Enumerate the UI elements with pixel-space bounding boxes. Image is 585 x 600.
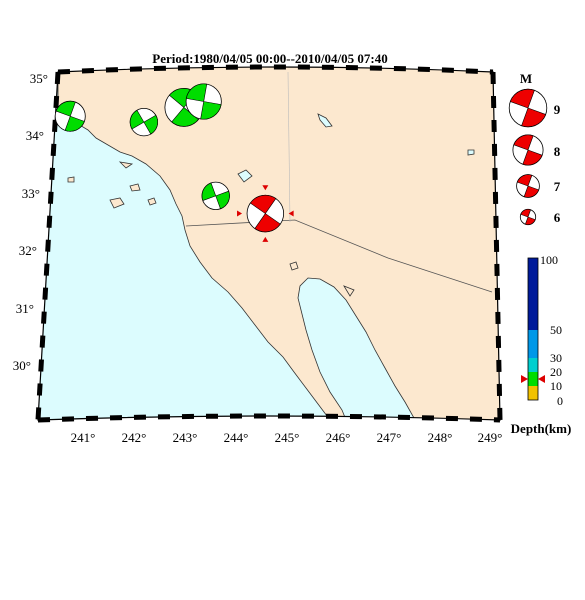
lon-tick: 243° <box>173 430 198 445</box>
island <box>343 285 355 297</box>
island <box>129 183 141 192</box>
lon-tick: 241° <box>71 430 96 445</box>
lat-tick: 30° <box>13 358 31 373</box>
lat-axis: 35° 34° 33° 32° 31° 30° <box>13 71 48 373</box>
focal-mechanisms <box>54 83 294 242</box>
island <box>118 161 134 169</box>
island <box>67 176 75 183</box>
legend-label: 8 <box>554 144 561 159</box>
depth-colorbar: 100 50 30 20 10 0 Depth(km) <box>511 253 572 436</box>
state-border <box>287 71 291 223</box>
colorbar-frame <box>527 257 539 401</box>
land <box>57 67 500 420</box>
legend-label: 6 <box>554 210 561 225</box>
colorbar-label: Depth(km) <box>511 421 572 436</box>
colorbar-segment <box>528 330 538 358</box>
legend-label: 9 <box>554 102 561 117</box>
focal-mechanism <box>201 181 230 211</box>
lat-tick: 34° <box>26 128 44 143</box>
colorbar-tick: 20 <box>550 365 562 379</box>
frame-left <box>35 71 61 421</box>
focal-mechanism <box>246 194 285 233</box>
lake <box>467 149 475 156</box>
map-area <box>35 64 503 423</box>
lon-tick: 244° <box>224 430 249 445</box>
lon-tick: 248° <box>428 430 453 445</box>
frame-right <box>490 71 503 421</box>
colorbar-tick: 100 <box>540 253 558 267</box>
island <box>147 197 157 206</box>
focal-mechanism <box>54 100 86 132</box>
legend-title: M <box>520 71 532 86</box>
legend-ball <box>508 88 548 128</box>
lat-tick: 33° <box>22 186 40 201</box>
colorbar-tick: 10 <box>550 379 562 393</box>
lat-tick: 32° <box>19 243 37 258</box>
colorbar-tick: 0 <box>557 394 563 408</box>
colorbar-segment <box>528 358 538 372</box>
legend-ball <box>519 208 537 226</box>
colorbar-tick: 50 <box>550 323 562 337</box>
lon-tick: 245° <box>275 430 300 445</box>
colorbar-segment <box>528 258 538 330</box>
depth-marker-left <box>521 375 528 383</box>
colorbar-segment <box>528 372 538 386</box>
focal-mechanism <box>129 107 159 137</box>
lat-tick: 35° <box>30 71 48 86</box>
lon-tick: 242° <box>122 430 147 445</box>
lon-tick: 246° <box>326 430 351 445</box>
lon-tick: 247° <box>377 430 402 445</box>
us-mexico-border <box>185 219 493 293</box>
lat-tick: 31° <box>16 301 34 316</box>
map-title: Period:1980/04/05 00:00--2010/04/05 07:4… <box>152 51 387 66</box>
magnitude-legend: M 9 8 7 6 <box>508 71 561 226</box>
event-marker <box>237 185 294 242</box>
legend-label: 7 <box>554 179 561 194</box>
colorbar-tick: 30 <box>550 351 562 365</box>
frame-top <box>57 64 494 75</box>
island <box>109 197 125 209</box>
lake <box>237 169 253 183</box>
focal-mechanism <box>185 83 222 120</box>
colorbar-segment <box>528 386 538 400</box>
lake <box>317 113 333 128</box>
island <box>289 261 299 271</box>
depth-marker-right <box>538 375 545 383</box>
legend-ball <box>516 174 540 198</box>
legend-ball <box>512 134 544 166</box>
lon-tick: 249° <box>478 430 503 445</box>
lon-axis: 241° 242° 243° 244° 245° 246° 247° 248° … <box>71 430 503 445</box>
